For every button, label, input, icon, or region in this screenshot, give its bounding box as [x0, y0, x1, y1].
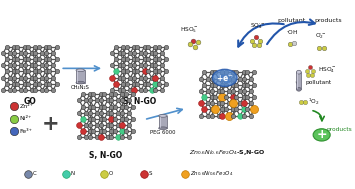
Text: O: O: [109, 171, 113, 176]
Text: N: N: [71, 171, 75, 176]
Text: $Zn_{0.6}Ni_{0.6}Fe_2O_4$-S,N-GO: $Zn_{0.6}Ni_{0.6}Fe_2O_4$-S,N-GO: [189, 148, 266, 157]
Text: +e$^{-}$: +e$^{-}$: [216, 73, 234, 83]
Text: Ni²⁺: Ni²⁺: [20, 116, 32, 121]
Text: products: products: [315, 18, 342, 23]
Text: +: +: [42, 114, 60, 134]
Text: O$_2^{\cdot-}$: O$_2^{\cdot-}$: [315, 31, 327, 41]
Polygon shape: [159, 116, 167, 128]
Ellipse shape: [212, 69, 237, 86]
Ellipse shape: [76, 69, 84, 72]
Ellipse shape: [159, 115, 167, 117]
Text: $^1$O$_2$: $^1$O$_2$: [308, 97, 320, 107]
Text: S, N-GO: S, N-GO: [89, 151, 122, 160]
Text: S: S: [149, 171, 152, 176]
Text: $Zn_{0.6}Ni_{0.6}Fe_2O_4$: $Zn_{0.6}Ni_{0.6}Fe_2O_4$: [190, 169, 233, 178]
Text: +: +: [316, 128, 327, 141]
Text: products: products: [326, 127, 352, 132]
Text: Fe³⁺: Fe³⁺: [20, 129, 32, 134]
Text: HSO$_5^-$: HSO$_5^-$: [180, 26, 199, 35]
Ellipse shape: [313, 129, 330, 141]
Ellipse shape: [76, 81, 84, 84]
Text: S, N-GO: S, N-GO: [122, 97, 156, 106]
Text: pollutant: pollutant: [277, 18, 305, 23]
Text: PEG 6000: PEG 6000: [150, 130, 176, 135]
Ellipse shape: [296, 70, 301, 74]
Text: $\cdot$OH: $\cdot$OH: [286, 28, 298, 36]
Polygon shape: [296, 72, 301, 89]
Text: SO$_4^{\cdot-}$: SO$_4^{\cdot-}$: [250, 22, 266, 31]
Text: GO: GO: [23, 97, 36, 106]
Text: pollutant: pollutant: [306, 80, 332, 85]
Text: CH₄N₂S: CH₄N₂S: [71, 84, 90, 90]
Ellipse shape: [296, 87, 301, 91]
Text: Zn²⁺: Zn²⁺: [20, 104, 33, 109]
Ellipse shape: [159, 127, 167, 130]
Text: C: C: [33, 171, 37, 176]
Text: HSO$_4^-$: HSO$_4^-$: [318, 66, 337, 75]
Polygon shape: [76, 70, 84, 83]
